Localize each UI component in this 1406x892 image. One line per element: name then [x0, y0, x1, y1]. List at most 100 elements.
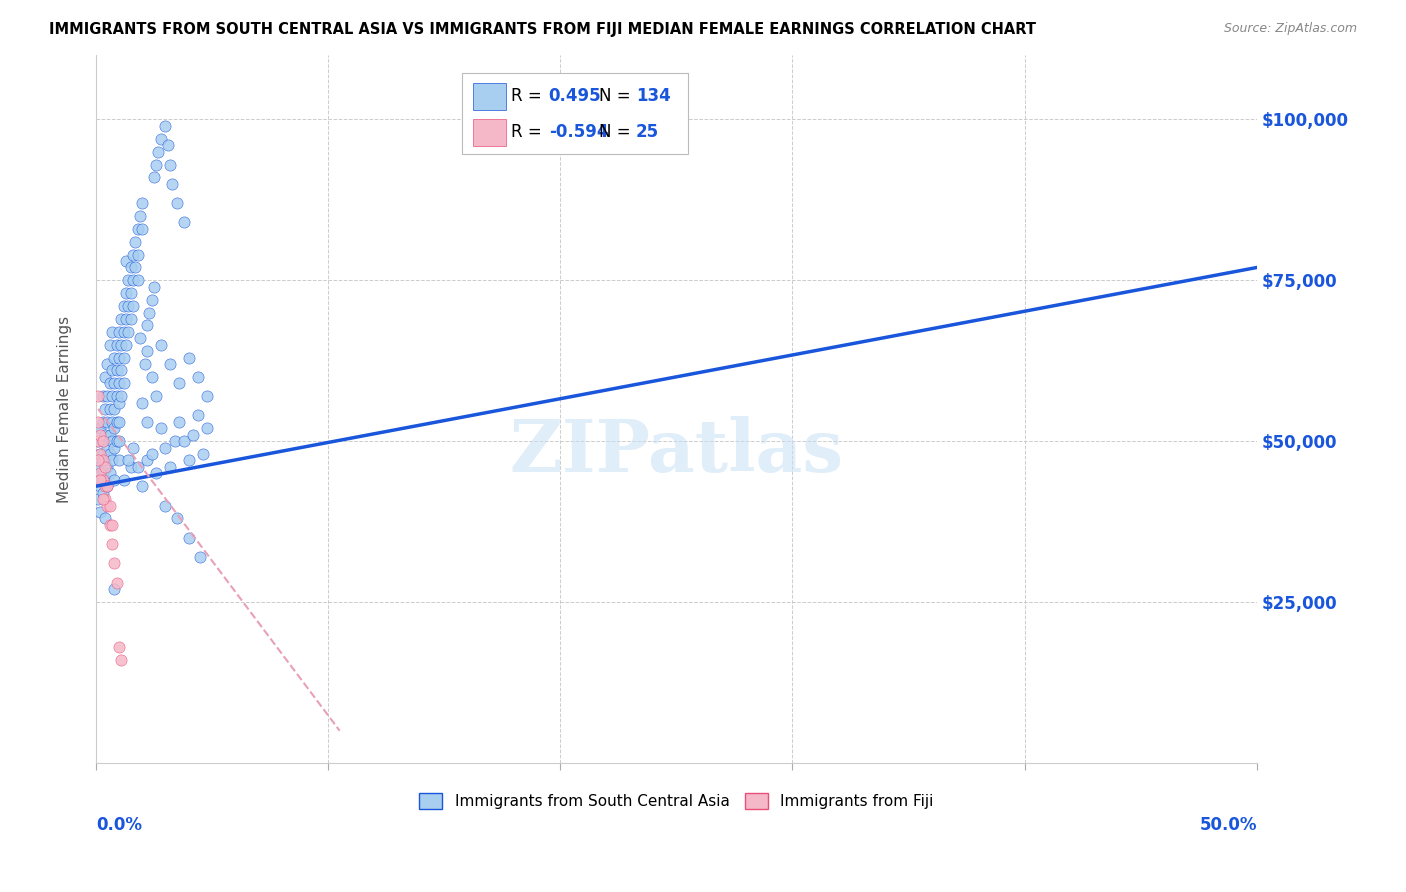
Point [89, 505, 111, 519]
Text: 25: 25 [636, 122, 659, 141]
Point [115, 312, 138, 326]
Point [108, 640, 131, 654]
Point [115, 286, 138, 301]
Point [120, 260, 142, 275]
Point [159, 459, 181, 474]
Point [108, 376, 131, 391]
Point [145, 467, 167, 481]
Point [108, 351, 131, 365]
Point [112, 325, 135, 339]
Point [122, 273, 145, 287]
Point [191, 447, 214, 461]
Point [94, 459, 117, 474]
Point [138, 305, 160, 319]
Point [149, 337, 172, 351]
Point [89, 479, 111, 493]
Point [98, 447, 121, 461]
Point [96, 459, 118, 474]
Point [117, 453, 139, 467]
Point [129, 209, 152, 223]
Point [110, 337, 132, 351]
Point [169, 415, 191, 429]
Text: R =: R = [512, 87, 547, 105]
Point [96, 479, 118, 493]
FancyBboxPatch shape [474, 84, 506, 111]
Text: 134: 134 [636, 87, 671, 105]
Point [103, 441, 125, 455]
Point [103, 582, 125, 597]
Point [120, 312, 142, 326]
Point [127, 273, 149, 287]
Point [195, 389, 218, 403]
Point [87, 415, 110, 429]
Point [87, 453, 110, 467]
Point [163, 434, 186, 449]
Point [141, 447, 163, 461]
Point [87, 492, 110, 507]
Point [94, 473, 117, 487]
Point [173, 434, 195, 449]
Point [101, 537, 124, 551]
Text: 0.495: 0.495 [548, 87, 602, 105]
Point [169, 376, 191, 391]
Point [91, 447, 114, 461]
Point [142, 170, 165, 185]
Point [145, 389, 167, 403]
Point [105, 389, 128, 403]
Point [108, 325, 131, 339]
Point [101, 517, 124, 532]
Text: N =: N = [599, 87, 636, 105]
Point [166, 511, 188, 525]
Point [101, 389, 124, 403]
Text: Source: ZipAtlas.com: Source: ZipAtlas.com [1223, 22, 1357, 36]
Point [105, 434, 128, 449]
Point [98, 337, 121, 351]
Point [141, 293, 163, 307]
Point [124, 260, 146, 275]
Point [94, 453, 117, 467]
FancyBboxPatch shape [474, 119, 506, 145]
Point [142, 279, 165, 293]
Point [120, 459, 142, 474]
Point [103, 351, 125, 365]
Point [89, 421, 111, 435]
Point [101, 415, 124, 429]
Point [188, 549, 211, 564]
Point [110, 363, 132, 377]
Point [91, 389, 114, 403]
Point [105, 337, 128, 351]
Point [127, 247, 149, 261]
Point [131, 222, 153, 236]
Point [87, 434, 110, 449]
Point [115, 337, 138, 351]
Point [159, 157, 181, 171]
Point [94, 427, 117, 442]
Point [145, 157, 167, 171]
Text: R =: R = [512, 122, 547, 141]
Point [108, 453, 131, 467]
Point [110, 312, 132, 326]
Point [105, 575, 128, 590]
Point [103, 421, 125, 435]
Point [91, 473, 114, 487]
Point [105, 415, 128, 429]
Point [127, 222, 149, 236]
Point [105, 363, 128, 377]
Point [98, 427, 121, 442]
Point [183, 427, 205, 442]
Point [187, 409, 209, 423]
Point [91, 485, 114, 500]
Text: ZIPatlas: ZIPatlas [509, 416, 844, 487]
Y-axis label: Median Female Earnings: Median Female Earnings [58, 316, 72, 502]
Point [187, 369, 209, 384]
Point [149, 421, 172, 435]
Point [96, 389, 118, 403]
Point [155, 119, 177, 133]
Point [148, 145, 170, 159]
Point [112, 299, 135, 313]
Point [87, 434, 110, 449]
Point [87, 453, 110, 467]
Point [117, 273, 139, 287]
Point [103, 473, 125, 487]
Point [135, 344, 157, 359]
